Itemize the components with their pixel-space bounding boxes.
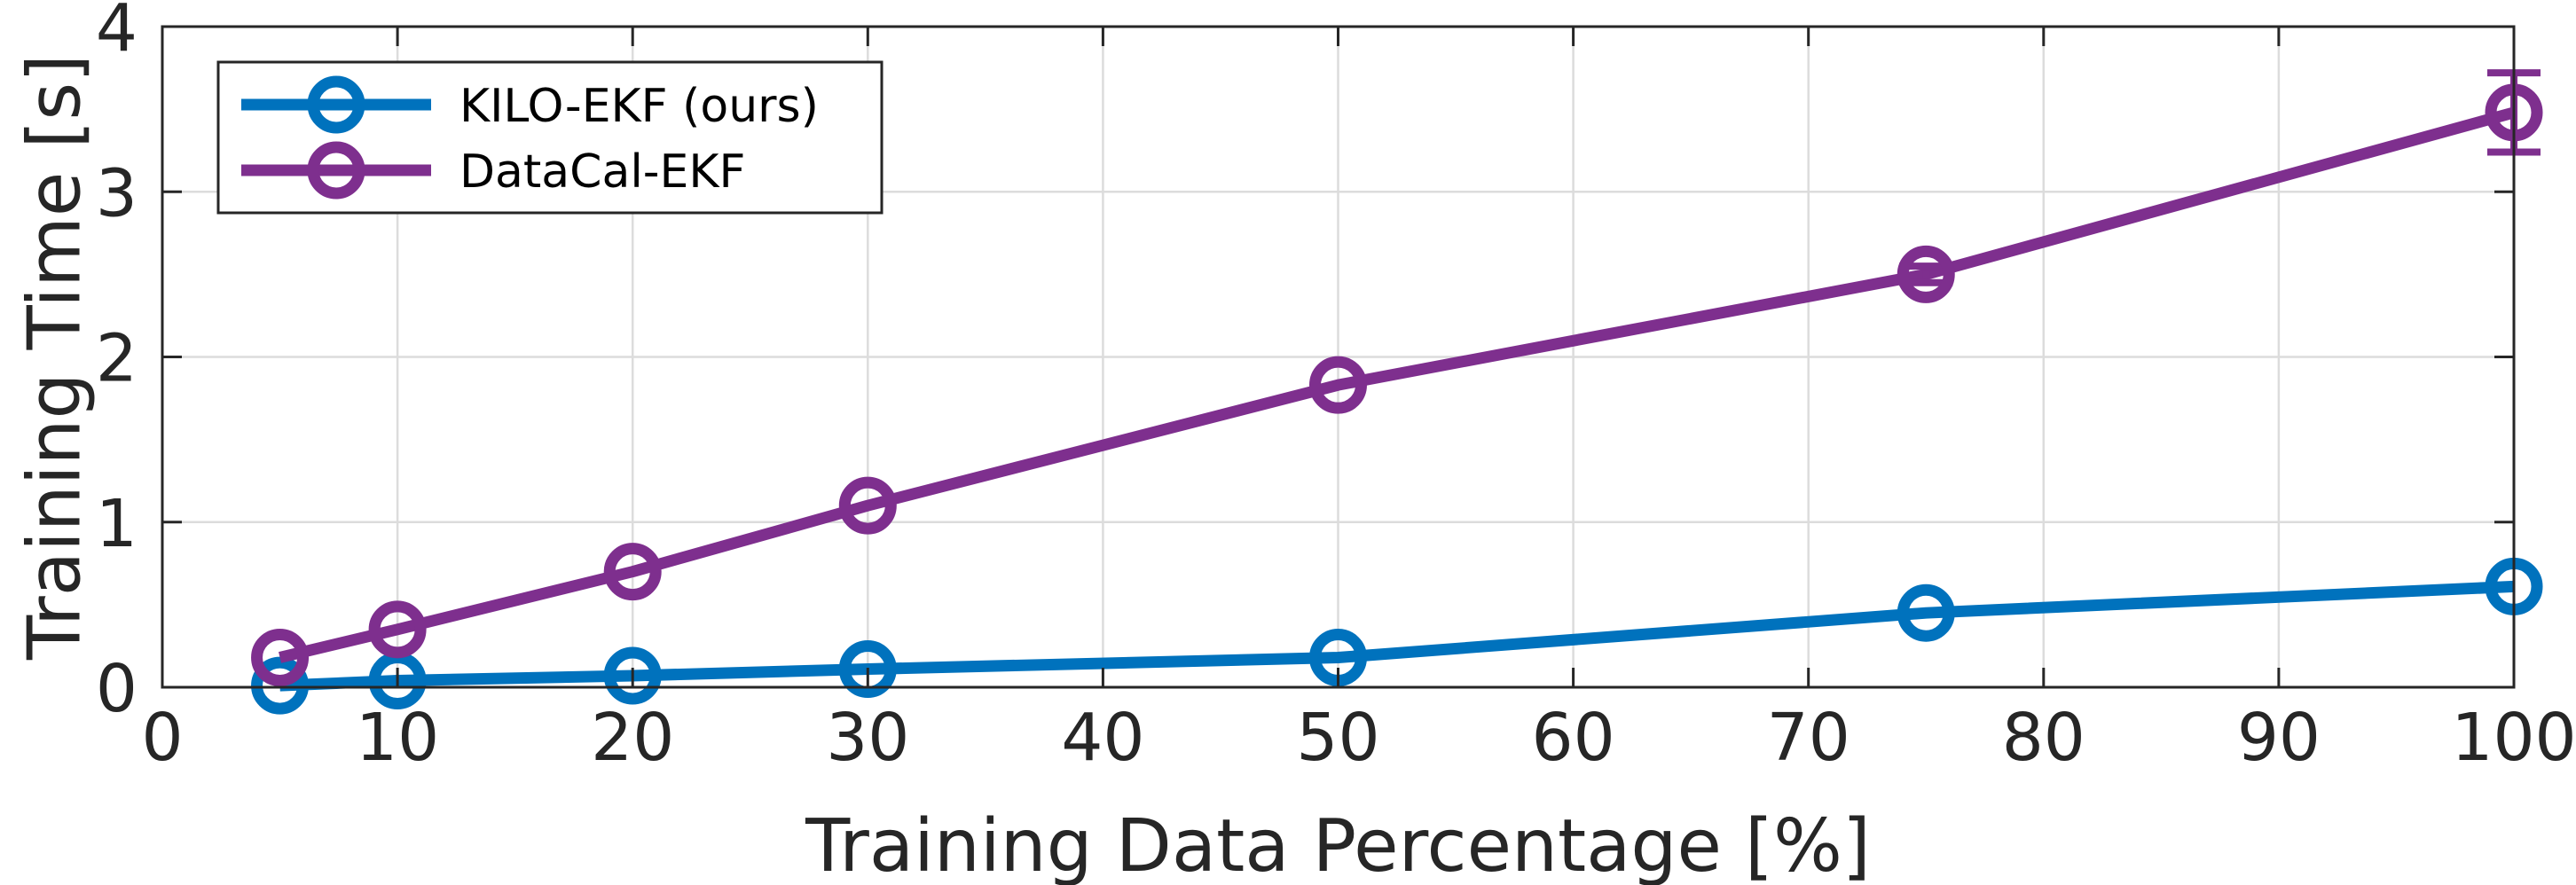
x-tick-label: 20 [591,700,674,776]
x-tick-label: 50 [1296,700,1379,776]
x-tick-label: 60 [1532,700,1615,776]
legend-label: KILO-EKF (ours) [459,80,819,133]
data-point [838,640,897,699]
data-point [1309,356,1367,414]
data-point [838,476,897,535]
x-tick-label: 90 [2237,700,2321,776]
data-point [1897,583,1955,642]
x-tick-label: 100 [2451,700,2576,776]
legend-item: KILO-EKF (ours) [241,75,819,134]
y-tick-label: 1 [96,486,137,562]
tick-labels: 0 10 20 30 40 50 60 70 80 90 100 0 1 2 3 4 [96,0,2576,776]
legend-swatch-marker [307,141,365,200]
y-tick-label: 2 [96,321,137,397]
legend-swatch-marker [307,75,365,134]
y-tick-label: 4 [96,0,137,67]
x-tick-label: 30 [826,700,909,776]
data-point [251,628,310,686]
x-tick-label: 70 [1767,700,1850,776]
data-point [1897,245,1955,303]
legend-item: DataCal-EKF [241,141,745,200]
tick-marks [161,25,2516,689]
data-point [603,543,662,601]
data-point [603,646,662,705]
data-point [251,656,310,715]
y-axis-label: Training Time [s] [13,54,98,661]
y-tick-label: 3 [96,155,137,231]
x-tick-label: 40 [1061,700,1144,776]
legend-label: DataCal-EKF [459,145,745,199]
y-tick-label: 0 [96,651,137,727]
data-point [368,600,427,659]
x-axis-label: Training Data Percentage [%] [805,804,1871,885]
x-tick-label: 10 [356,700,439,776]
legend: KILO-EKF (ours) DataCal-EKF [216,60,884,215]
x-tick-label: 80 [2002,700,2085,776]
x-tick-label: 0 [141,700,183,776]
